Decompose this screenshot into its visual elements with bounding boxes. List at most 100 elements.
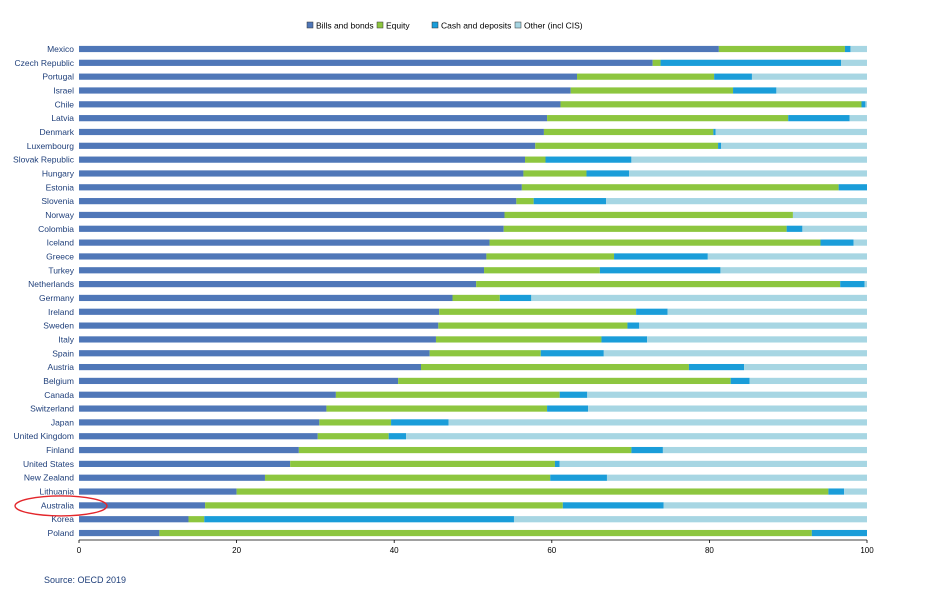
x-tick-label-100: 100 — [860, 546, 874, 555]
category-label-sweden: Sweden — [43, 321, 74, 331]
bar-lithuania-bills-and-bonds — [79, 488, 237, 495]
bar-austria-cash-and-deposits — [688, 363, 745, 371]
category-label-australia: Australia — [41, 500, 74, 510]
bar-norway-equity — [504, 211, 793, 219]
bar-slovenia-bills-and-bonds — [79, 198, 517, 205]
source-note: Source: OECD 2019 — [44, 575, 126, 585]
bar-poland-equity — [159, 529, 812, 537]
bar-latvia-equity — [547, 115, 789, 122]
legend-label-cash-and-deposits: Cash and deposits — [441, 21, 511, 31]
bar-ireland-other-incl-cis — [667, 308, 867, 315]
bar-belgium-equity — [398, 377, 731, 385]
bar-turkey-cash-and-deposits — [599, 267, 721, 274]
bar-mexico-cash-and-deposits — [844, 45, 851, 53]
bar-japan-equity — [319, 419, 392, 426]
category-label-israel: Israel — [53, 85, 74, 95]
bar-mexico-equity — [718, 45, 845, 53]
bar-israel-equity — [570, 87, 734, 94]
category-label-italy: Italy — [58, 334, 74, 344]
bar-sweden-cash-and-deposits — [627, 322, 640, 329]
bar-new-zealand-equity — [264, 474, 551, 481]
bar-czech-republic-other-incl-cis — [840, 59, 867, 66]
bar-italy-other-incl-cis — [647, 336, 867, 343]
bar-belgium-cash-and-deposits — [730, 377, 750, 385]
bar-poland-bills-and-bonds — [79, 529, 160, 537]
bar-finland-other-incl-cis — [662, 446, 867, 454]
category-label-colombia: Colombia — [38, 224, 74, 234]
category-label-greece: Greece — [46, 251, 74, 261]
bar-denmark-cash-and-deposits — [713, 128, 716, 136]
plot-area — [79, 45, 867, 537]
bar-portugal-bills-and-bonds — [79, 73, 578, 80]
bar-united-states-cash-and-deposits — [554, 460, 560, 467]
bar-spain-bills-and-bonds — [79, 350, 430, 357]
bar-australia-other-incl-cis — [663, 502, 867, 509]
bar-colombia-bills-and-bonds — [79, 225, 504, 232]
bar-germany-other-incl-cis — [531, 294, 867, 302]
bar-united-kingdom-other-incl-cis — [406, 433, 867, 440]
bar-denmark-other-incl-cis — [715, 128, 867, 136]
bar-portugal-cash-and-deposits — [714, 73, 752, 80]
highlight-annotation — [14, 495, 108, 517]
category-label-mexico: Mexico — [47, 44, 74, 54]
bar-switzerland-equity — [326, 405, 548, 412]
bar-united-states-bills-and-bonds — [79, 460, 291, 467]
bar-austria-other-incl-cis — [744, 363, 867, 371]
x-tick-label-80: 80 — [705, 546, 714, 555]
bar-chile-bills-and-bonds — [79, 101, 561, 108]
bar-poland-cash-and-deposits — [811, 529, 867, 537]
bar-germany-bills-and-bonds — [79, 294, 453, 302]
category-label-chile: Chile — [55, 99, 75, 109]
bar-estonia-equity — [521, 184, 839, 191]
bar-united-kingdom-equity — [317, 433, 389, 440]
legend-label-other-incl-cis: Other (incl CIS) — [524, 21, 583, 31]
bar-canada-other-incl-cis — [587, 391, 867, 398]
bar-austria-bills-and-bonds — [79, 363, 421, 371]
bar-latvia-cash-and-deposits — [788, 115, 850, 122]
bar-canada-cash-and-deposits — [559, 391, 588, 398]
category-label-belgium: Belgium — [43, 376, 74, 386]
bar-spain-other-incl-cis — [603, 350, 867, 357]
category-label-poland: Poland — [48, 528, 75, 538]
legend: Bills and bonds Equity Cash and deposits Ot… — [306, 21, 583, 31]
bar-colombia-other-incl-cis — [802, 225, 867, 232]
bar-ireland-equity — [439, 308, 637, 315]
bar-united-states-equity — [290, 460, 555, 467]
bar-iceland-bills-and-bonds — [79, 239, 490, 246]
bar-luxembourg-bills-and-bonds — [79, 142, 536, 149]
bar-japan-other-incl-cis — [448, 419, 867, 426]
bar-czech-republic-equity — [652, 59, 661, 66]
bar-united-kingdom-bills-and-bonds — [79, 433, 318, 440]
bar-australia-equity — [205, 502, 563, 509]
category-label-austria: Austria — [48, 362, 75, 372]
legend-label-bills-and-bonds: Bills and bonds — [316, 21, 374, 31]
bar-italy-bills-and-bonds — [79, 336, 436, 343]
bar-new-zealand-cash-and-deposits — [550, 474, 607, 481]
bar-lithuania-equity — [236, 488, 829, 495]
bar-chile-other-incl-cis — [865, 101, 867, 108]
bar-luxembourg-cash-and-deposits — [718, 142, 722, 149]
bar-colombia-cash-and-deposits — [786, 225, 803, 232]
bar-turkey-equity — [484, 267, 600, 274]
category-labels: Mexico Czech Republic Portugal Israel Chile L… — [13, 44, 75, 538]
category-label-iceland: Iceland — [47, 238, 75, 248]
bar-belgium-bills-and-bonds — [79, 377, 399, 385]
bar-japan-bills-and-bonds — [79, 419, 320, 426]
bar-slovenia-other-incl-cis — [606, 198, 867, 205]
bar-spain-cash-and-deposits — [540, 350, 604, 357]
bar-italy-equity — [435, 336, 602, 343]
bar-netherlands-bills-and-bonds — [79, 281, 477, 288]
x-tick-label-0: 0 — [77, 546, 82, 555]
category-label-korea: Korea — [51, 514, 74, 524]
bar-korea-bills-and-bonds — [79, 516, 189, 523]
bar-netherlands-equity — [476, 281, 841, 288]
category-label-latvia: Latvia — [51, 113, 74, 123]
bar-slovak-republic-other-incl-cis — [631, 156, 867, 163]
bar-greece-equity — [486, 253, 615, 260]
x-tick-label-20: 20 — [232, 546, 241, 555]
bar-italy-cash-and-deposits — [601, 336, 648, 343]
bar-korea-equity — [188, 516, 205, 523]
bar-chile-equity — [560, 101, 862, 108]
x-tick-label-60: 60 — [547, 546, 556, 555]
